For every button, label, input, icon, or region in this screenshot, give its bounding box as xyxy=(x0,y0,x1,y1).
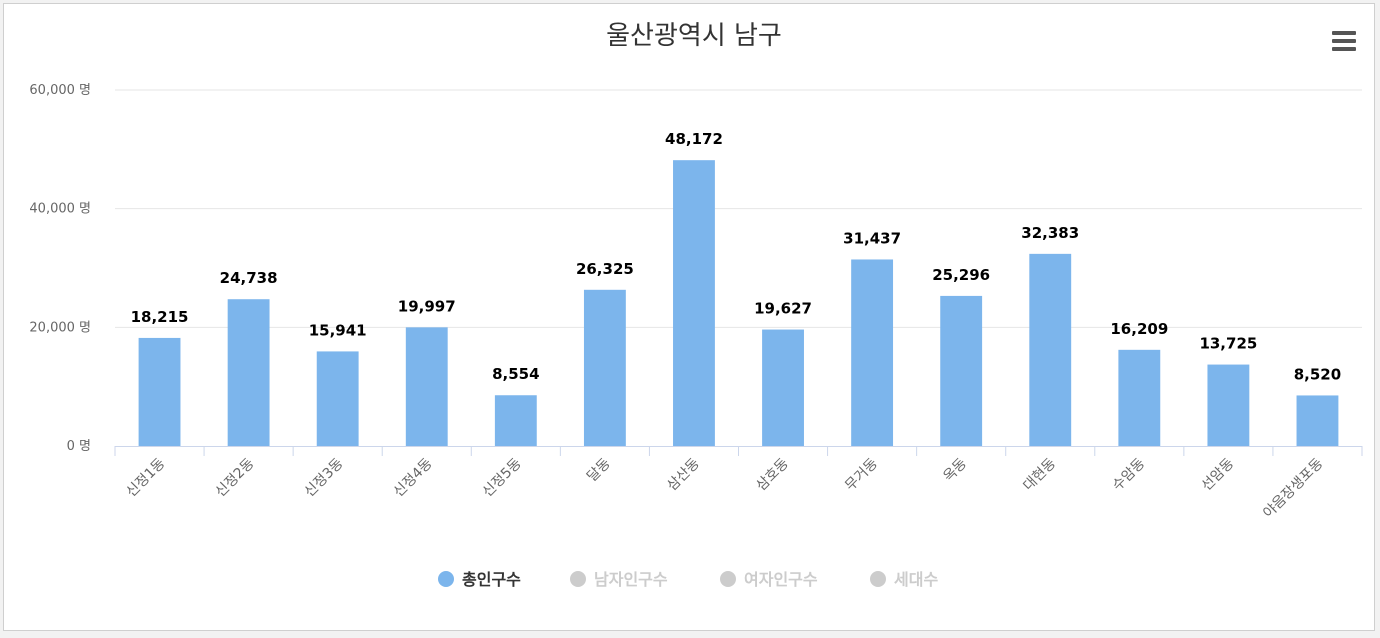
legend-marker[interactable] xyxy=(570,571,586,587)
x-tick-label: 신정3동 xyxy=(302,455,347,500)
data-label: 26,325 xyxy=(576,260,634,278)
bar[interactable] xyxy=(762,329,804,446)
data-label: 8,554 xyxy=(492,365,539,383)
x-tick-label: 선암동 xyxy=(1199,455,1238,494)
data-label: 31,437 xyxy=(843,229,901,247)
x-tick-label: 신정4동 xyxy=(391,455,436,500)
x-tick-label: 삼산동 xyxy=(664,455,703,494)
y-tick-label: 20,000 명 xyxy=(29,320,91,335)
data-label: 18,215 xyxy=(131,308,189,326)
bar[interactable] xyxy=(1029,253,1072,446)
legend-marker[interactable] xyxy=(720,571,736,587)
legend-marker[interactable] xyxy=(438,571,454,587)
data-label: 19,627 xyxy=(754,300,812,318)
bar[interactable] xyxy=(1296,395,1339,446)
legend-label[interactable]: 여자인구수 xyxy=(744,570,818,589)
x-axis: 신정1동 신정2동 신정3동 신정4동 신정5동 달동 삼산동 삼호동 무거동 옥동 대현동 수암동 선… xyxy=(114,446,1363,521)
bar[interactable] xyxy=(405,327,448,446)
bar-series xyxy=(138,160,1339,446)
legend-label[interactable]: 남자인구수 xyxy=(594,570,668,589)
data-label: 13,725 xyxy=(1199,335,1257,353)
data-label: 19,997 xyxy=(398,297,456,315)
y-tick-label: 60,000 명 xyxy=(29,83,91,98)
y-tick-label: 40,000 명 xyxy=(29,202,91,217)
chart-menu-button[interactable] xyxy=(1328,27,1360,55)
bar[interactable] xyxy=(583,289,626,446)
bar[interactable] xyxy=(494,395,537,446)
x-tick-label: 삼호동 xyxy=(753,455,792,494)
data-label: 48,172 xyxy=(665,130,723,148)
data-label: 25,296 xyxy=(932,266,990,284)
x-tick-label: 옥동 xyxy=(940,455,970,485)
legend-label[interactable]: 총인구수 xyxy=(462,570,521,589)
bar[interactable] xyxy=(673,160,715,446)
legend-item[interactable]: 세대수 xyxy=(870,570,938,589)
data-label: 15,941 xyxy=(309,321,367,339)
data-label: 32,383 xyxy=(1021,224,1079,242)
chart-svg: 울산광역시 남구 0 명 20,000 명 40,000 명 60,000 명 18,… xyxy=(29,21,1363,589)
y-tick-label: 0 명 xyxy=(67,439,91,454)
x-tick-label: 신정5동 xyxy=(480,455,525,500)
x-tick-label: 야음장생포동 xyxy=(1260,455,1326,521)
bar[interactable] xyxy=(138,337,181,446)
hamburger-menu-icon[interactable] xyxy=(1332,31,1356,51)
legend-marker[interactable] xyxy=(870,571,886,587)
bar[interactable] xyxy=(1207,364,1250,446)
bar[interactable] xyxy=(316,351,359,446)
chart-title: 울산광역시 남구 xyxy=(606,21,782,51)
y-axis: 0 명 20,000 명 40,000 명 60,000 명 xyxy=(29,83,91,454)
x-tick-label: 대현동 xyxy=(1020,455,1059,494)
x-tick-label: 신정2동 xyxy=(212,455,257,500)
x-tick-label: 무거동 xyxy=(842,455,881,494)
x-tick-label: 신정1동 xyxy=(123,455,168,500)
bar[interactable] xyxy=(227,299,270,446)
data-label: 24,738 xyxy=(220,269,278,287)
legend-item[interactable]: 총인구수 xyxy=(438,570,521,589)
x-tick-label: 달동 xyxy=(584,455,614,485)
data-label: 16,209 xyxy=(1110,320,1168,338)
legend-item[interactable]: 여자인구수 xyxy=(720,570,818,589)
legend-item[interactable]: 남자인구수 xyxy=(570,570,668,589)
grid-lines xyxy=(115,89,1362,328)
data-labels: 18,215 24,738 15,941 19,997 8,554 26,325 48,17… xyxy=(131,130,1342,383)
chart-container: 울산광역시 남구 0 명 20,000 명 40,000 명 60,000 명 18,… xyxy=(3,3,1375,631)
x-tick-label: 수암동 xyxy=(1110,455,1149,494)
bar[interactable] xyxy=(1118,349,1161,446)
bar[interactable] xyxy=(940,295,983,446)
legend: 총인구수 남자인구수 여자인구수 세대수 xyxy=(438,570,938,589)
legend-label[interactable]: 세대수 xyxy=(894,570,938,589)
data-label: 8,520 xyxy=(1294,365,1341,383)
bar[interactable] xyxy=(851,259,894,446)
